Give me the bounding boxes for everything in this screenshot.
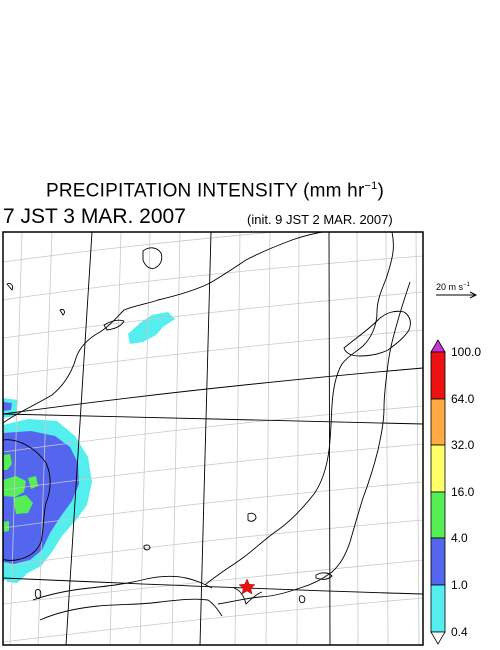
colorbar-04-1 bbox=[430, 584, 446, 633]
precip-green-5 bbox=[3, 521, 9, 532]
coast-small-5 bbox=[59, 309, 65, 316]
coast-hokkaido bbox=[343, 310, 411, 357]
coast-asia-north bbox=[3, 232, 323, 424]
coast-small-7 bbox=[34, 589, 42, 599]
lat-lon-grid bbox=[3, 232, 423, 645]
colorbar-16-32 bbox=[430, 444, 446, 493]
coast-japan-honshu bbox=[204, 232, 394, 586]
colorbar-1-4 bbox=[430, 537, 446, 586]
coast-peninsula-small bbox=[103, 319, 125, 331]
wind-scale-arrow bbox=[436, 291, 478, 299]
title-close: ) bbox=[377, 180, 384, 202]
map-title: PRECIPITATION INTENSITY (mm hr−1) bbox=[0, 180, 430, 202]
coast-korea bbox=[3, 439, 51, 561]
location-star-marker bbox=[238, 578, 256, 595]
title-unit-exponent: −1 bbox=[364, 180, 378, 192]
colorbar-label-32: 32.0 bbox=[451, 438, 475, 452]
precip-cyan-north bbox=[128, 312, 175, 344]
coast-japan-west bbox=[32, 575, 213, 601]
coast-japan-pacific bbox=[217, 281, 411, 605]
coast-shikoku-kyushu bbox=[39, 598, 223, 621]
colorbar-label-4: 4.0 bbox=[451, 531, 468, 545]
coast-small-2 bbox=[143, 544, 151, 551]
colorbar-32-64 bbox=[430, 398, 446, 446]
colorbar-under-triangle bbox=[430, 631, 446, 645]
coast-small-1 bbox=[247, 512, 257, 522]
wind-scale-text: 20 m s bbox=[436, 282, 464, 292]
colorbar-64-100 bbox=[430, 351, 446, 400]
colorbar-over-triangle bbox=[430, 339, 446, 353]
wind-scale-exponent: −1 bbox=[463, 282, 470, 288]
coastlines bbox=[3, 232, 411, 621]
init-time: (init. 9 JST 2 MAR. 2007) bbox=[247, 212, 393, 227]
map-frame bbox=[2, 231, 424, 646]
colorbar-label-1: 1.0 bbox=[451, 578, 468, 592]
precip-blue-edge bbox=[3, 402, 12, 411]
valid-time: 7 JST 3 MAR. 2007 bbox=[3, 205, 186, 228]
colorbar-label-64: 64.0 bbox=[451, 392, 475, 406]
precip-green-1 bbox=[3, 454, 12, 470]
map-panel bbox=[3, 232, 423, 645]
colorbar-label-100: 100.0 bbox=[451, 345, 482, 359]
colorbar-4-16 bbox=[430, 491, 446, 539]
colorbar-label-04: 0.4 bbox=[451, 625, 468, 639]
coast-small-4 bbox=[298, 595, 306, 604]
colorbar bbox=[430, 339, 446, 645]
precip-green-3 bbox=[13, 495, 33, 514]
coast-small-6 bbox=[6, 283, 14, 291]
precipitation-shading bbox=[3, 312, 175, 583]
coast-small-3 bbox=[315, 572, 333, 580]
precip-blue-west bbox=[3, 431, 79, 564]
wind-scale-label: 20 m s−1 bbox=[436, 282, 470, 292]
coast-island-north bbox=[142, 247, 163, 269]
coast-kii bbox=[233, 587, 263, 605]
major-graticule bbox=[3, 232, 423, 645]
title-text: PRECIPITATION INTENSITY (mm hr bbox=[46, 180, 365, 202]
colorbar-label-16: 16.0 bbox=[451, 485, 475, 499]
